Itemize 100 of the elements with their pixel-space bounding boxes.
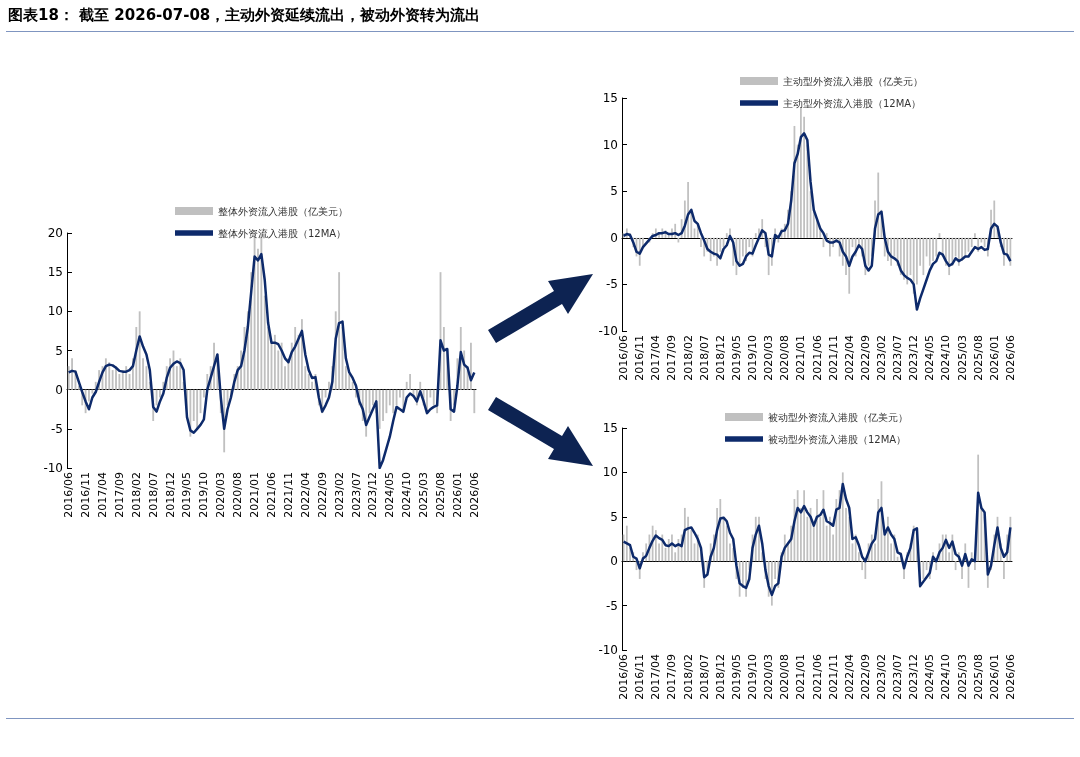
x-tick-label: 2024/05	[923, 335, 937, 381]
x-tick-label: 2023/02	[332, 472, 346, 518]
y-tick-label: 5	[55, 343, 63, 358]
y-tick-label: -5	[51, 421, 63, 436]
x-tick-label: 2019/05	[729, 335, 743, 381]
x-tick-label: 2016/06	[62, 472, 76, 518]
x-tick-label: 2020/03	[762, 654, 776, 700]
y-tick-label: -5	[606, 598, 618, 613]
x-tick-label: 2019/05	[729, 654, 743, 700]
x-tick-label: 2021/01	[794, 335, 808, 381]
x-tick-label: 2018/12	[163, 472, 177, 518]
y-tick-label: 15	[47, 265, 63, 280]
x-tick-label: 2026/06	[467, 472, 481, 518]
x-tick-label: 2016/06	[617, 335, 631, 381]
y-tick-label: -5	[606, 277, 618, 292]
x-tick-label: 2020/08	[778, 654, 792, 700]
x-tick-label: 2022/04	[842, 335, 856, 381]
x-tick-label: 2026/01	[987, 654, 1001, 700]
x-tick-label: 2024/10	[400, 472, 414, 518]
x-tick-label: 2025/08	[971, 654, 985, 700]
legend-label: 主动型外资流入港股（亿美元）	[783, 75, 923, 87]
x-tick-label: 2016/06	[617, 654, 631, 700]
legend-label: 整体外资流入港股（12MA）	[218, 227, 347, 239]
x-tick-label: 2019/10	[197, 472, 211, 518]
legend-label: 被动型外资流入港股（亿美元）	[768, 411, 908, 423]
x-tick-label: 2018/07	[697, 654, 711, 700]
y-tick-label: -10	[43, 461, 63, 475]
x-tick-label: 2019/10	[746, 654, 760, 700]
x-tick-label: 2023/02	[874, 654, 888, 700]
x-tick-label: 2024/05	[923, 654, 937, 700]
x-tick-label: 2024/10	[939, 654, 953, 700]
x-tick-label: 2019/10	[746, 335, 760, 381]
x-tick-label: 2018/12	[713, 654, 727, 700]
x-tick-label: 2023/12	[366, 472, 380, 518]
y-tick-label: 0	[55, 382, 63, 397]
x-tick-label: 2020/08	[231, 472, 245, 518]
x-tick-label: 2018/02	[681, 335, 695, 381]
x-tick-label: 2021/01	[794, 654, 808, 700]
x-tick-label: 2021/11	[826, 335, 840, 381]
x-tick-label: 2018/07	[697, 335, 711, 381]
legend-label: 被动型外资流入港股（12MA）	[768, 433, 907, 445]
legend-label: 主动型外资流入港股（12MA）	[783, 97, 922, 109]
x-tick-label: 2017/09	[665, 654, 679, 700]
x-tick-label: 2026/01	[450, 472, 464, 518]
x-tick-label: 2016/11	[633, 654, 647, 700]
x-tick-label: 2024/10	[939, 335, 953, 381]
x-tick-label: 2017/09	[665, 335, 679, 381]
y-tick-label: -10	[598, 324, 618, 338]
x-tick-label: 2021/11	[281, 472, 295, 518]
x-tick-label: 2021/11	[826, 654, 840, 700]
x-tick-label: 2023/12	[907, 654, 921, 700]
x-tick-label: 2023/12	[907, 335, 921, 381]
x-tick-label: 2025/08	[971, 335, 985, 381]
x-tick-label: 2018/12	[713, 335, 727, 381]
y-tick-label: 10	[602, 137, 618, 152]
y-tick-label: 15	[602, 91, 618, 105]
y-tick-label: 10	[47, 304, 63, 319]
x-tick-label: 2017/09	[112, 472, 126, 518]
x-tick-label: 2018/02	[129, 472, 143, 518]
x-tick-label: 2025/03	[955, 335, 969, 381]
x-tick-label: 2020/03	[762, 335, 776, 381]
x-tick-label: 2026/01	[987, 335, 1001, 381]
y-tick-label: 5	[610, 184, 618, 199]
x-tick-label: 2022/09	[858, 335, 872, 381]
chart-title: 图表18： 截至 2026-07-08，主动外资延续流出，被动外资转为流出	[8, 6, 481, 25]
x-tick-label: 2021/06	[810, 654, 824, 700]
x-tick-label: 2023/07	[891, 335, 905, 381]
y-tick-label: 20	[47, 226, 63, 240]
y-tick-label: 0	[610, 554, 618, 569]
x-tick-label: 2025/03	[955, 654, 969, 700]
x-tick-label: 2017/04	[649, 654, 663, 700]
x-tick-label: 2023/02	[874, 335, 888, 381]
x-tick-label: 2020/03	[214, 472, 228, 518]
x-tick-label: 2017/04	[95, 472, 109, 518]
y-tick-label: 0	[610, 230, 618, 245]
y-tick-label: 5	[610, 509, 618, 524]
x-tick-label: 2026/06	[1003, 654, 1017, 700]
y-tick-label: -10	[598, 643, 618, 657]
x-tick-label: 2024/05	[383, 472, 397, 518]
x-tick-label: 2021/06	[810, 335, 824, 381]
x-tick-label: 2021/01	[248, 472, 262, 518]
legend-label: 整体外资流入港股（亿美元）	[218, 205, 348, 217]
x-tick-label: 2022/09	[315, 472, 329, 518]
x-tick-label: 2017/04	[649, 335, 663, 381]
x-tick-label: 2021/06	[265, 472, 278, 518]
y-tick-label: 15	[602, 421, 618, 435]
x-tick-label: 2018/02	[681, 654, 695, 700]
x-tick-label: 2026/06	[1003, 335, 1017, 381]
x-tick-label: 2020/08	[778, 335, 792, 381]
x-tick-label: 2016/11	[79, 472, 93, 518]
x-tick-label: 2025/08	[434, 472, 448, 518]
x-tick-label: 2022/04	[298, 472, 312, 518]
x-tick-label: 2023/07	[349, 472, 363, 518]
x-tick-label: 2023/07	[891, 654, 905, 700]
y-tick-label: 10	[602, 465, 618, 480]
x-tick-label: 2016/11	[633, 335, 647, 381]
x-tick-label: 2019/05	[180, 472, 194, 518]
x-tick-label: 2018/07	[146, 472, 160, 518]
x-tick-label: 2022/09	[858, 654, 872, 700]
x-tick-label: 2022/04	[842, 654, 856, 700]
